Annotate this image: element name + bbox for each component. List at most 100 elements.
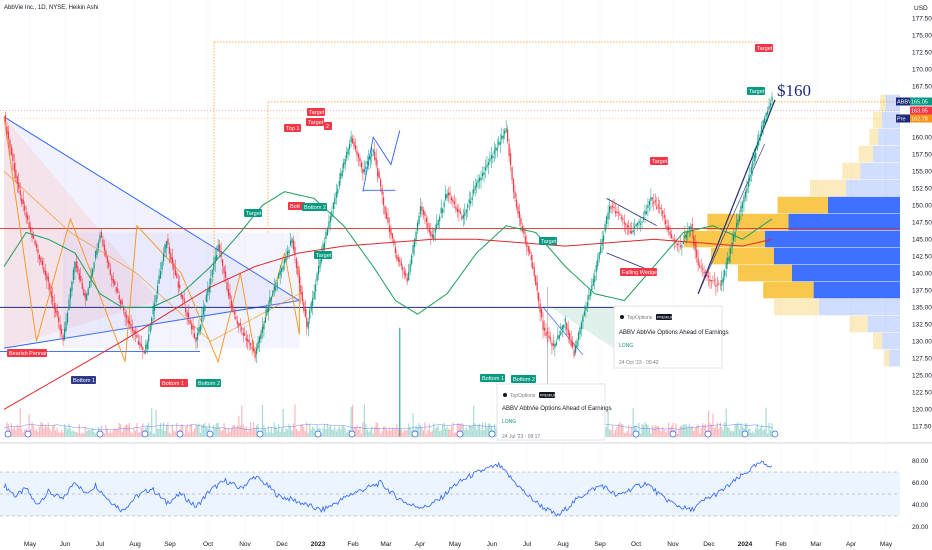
label-bg: [620, 268, 657, 276]
candle-body: [25, 212, 27, 218]
volume-bar: [93, 431, 95, 437]
volume-bar: [332, 429, 334, 437]
price-tag-value: 165.05: [911, 100, 928, 106]
volume-bar: [641, 423, 643, 437]
card-title[interactable]: ABBV AbbVie Options Ahead of Earnings: [619, 330, 729, 336]
price-tick-label: 127.50: [912, 356, 932, 363]
volume-bar: [105, 425, 107, 437]
volume-bar: [310, 429, 312, 437]
candle-body: [765, 112, 767, 117]
candle-body: [63, 328, 66, 340]
candle-body: [344, 158, 346, 165]
volume-bar: [71, 431, 73, 437]
volume-bar: [366, 429, 368, 437]
volume-bar: [495, 428, 497, 437]
volume-bar: [450, 426, 453, 437]
candle-body: [465, 209, 467, 213]
candle-body: [253, 348, 255, 352]
candle-body: [719, 284, 721, 286]
candle-body: [236, 320, 238, 324]
volume-bar: [766, 433, 769, 437]
volume-profile-bar-yellow: [711, 247, 774, 265]
label-text: Target: [316, 253, 332, 259]
card-brand: TopOptions: [627, 315, 653, 321]
card-title[interactable]: ABBV AbbVie Options Ahead of Earnings: [502, 406, 612, 412]
volume-bar: [185, 427, 187, 437]
candle-body: [254, 354, 256, 358]
volume-bar: [22, 432, 24, 437]
candle-body: [335, 191, 337, 198]
candle-body: [437, 219, 439, 225]
candle-body: [22, 199, 24, 205]
volume-bar: [61, 430, 63, 437]
candle-body: [628, 225, 630, 228]
volume-bar: [433, 423, 435, 437]
volume-bar: [360, 433, 363, 437]
volume-bar: [37, 431, 39, 437]
label-bg: [288, 202, 305, 210]
candle-body: [709, 279, 711, 282]
price-tag-symbol: Pre: [897, 117, 906, 123]
volume-bar: [74, 431, 76, 437]
price-tick-label: 157.50: [912, 151, 932, 158]
volume-bar: [357, 430, 360, 437]
candle-body: [541, 308, 543, 318]
volume-bar: [19, 408, 21, 437]
zigzag-pattern: [3, 116, 300, 364]
candle-body: [467, 204, 469, 209]
volume-bar: [657, 425, 659, 437]
label-bg: [511, 375, 536, 383]
volume-profile-bar-yellow: [849, 315, 868, 333]
label-text: Top 1: [286, 126, 299, 132]
candle-body: [468, 199, 470, 204]
candle-body: [431, 234, 433, 239]
label-bg: [302, 203, 327, 211]
volume-bar: [322, 428, 324, 437]
candle-body: [517, 206, 519, 214]
volume-bar: [155, 410, 157, 437]
volume-bar: [229, 431, 231, 437]
volume-bar: [382, 426, 385, 437]
candle-body: [115, 287, 117, 292]
volume-bar: [734, 424, 736, 437]
candle-body: [577, 332, 580, 340]
candle-body: [177, 281, 179, 288]
volume-bar: [489, 423, 491, 437]
volume-bar: [114, 428, 116, 437]
idea-card-1[interactable]: TopOptions PREMIUM ABBV AbbVie Options A…: [613, 305, 729, 369]
volume-bar: [424, 422, 426, 437]
candle-body: [151, 317, 153, 326]
volume-bar: [631, 426, 633, 437]
volume-bar: [227, 427, 230, 437]
candle-body: [134, 331, 137, 334]
candle-body: [696, 249, 698, 258]
label-text: Target: [541, 239, 557, 245]
candle-body: [89, 281, 91, 288]
label-text: Target: [309, 110, 325, 116]
candle-body: [721, 279, 723, 286]
candle-body: [685, 234, 687, 238]
candle-body: [317, 266, 320, 275]
candle-body: [65, 321, 67, 332]
candle-body: [326, 229, 329, 236]
ma-green: [3, 191, 773, 315]
candle-body: [32, 235, 35, 240]
candle-body: [41, 261, 43, 266]
candle-body: [38, 254, 41, 260]
volume-profile-bar-blue: [889, 349, 900, 367]
candle-body: [700, 266, 702, 268]
candle-body: [13, 163, 15, 172]
volume-bar: [481, 422, 484, 437]
candle-body: [273, 286, 275, 291]
candle-body: [266, 308, 268, 315]
volume-bar: [304, 431, 306, 437]
idea-card-2[interactable]: TopOptions PREMIUM ABBV AbbVie Options A…: [496, 383, 612, 441]
candle-body: [192, 325, 194, 330]
candle-body: [86, 293, 88, 301]
rsi-series-line: [3, 460, 773, 517]
volume-profile-bar-blue: [882, 111, 900, 129]
candle-body: [248, 340, 250, 343]
price-tick-label: 142.50: [912, 254, 932, 261]
candle-body: [114, 281, 116, 286]
candle-body: [21, 198, 23, 204]
